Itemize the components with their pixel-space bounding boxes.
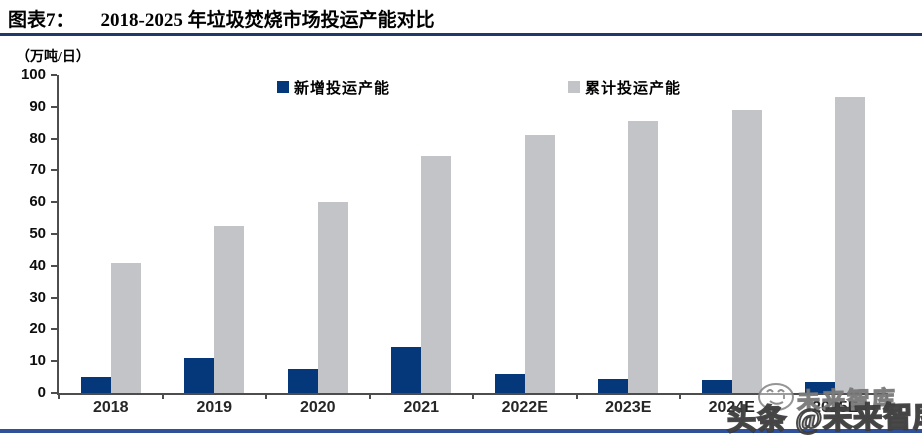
bar-累计投运产能-2021 <box>421 156 452 393</box>
y-axis-tick-label: 100 <box>20 66 46 83</box>
x-axis-category-label: 2025E <box>812 399 859 416</box>
x-axis-tick <box>575 393 578 399</box>
y-axis-tick-label: 10 <box>29 352 46 370</box>
y-axis-tick-label: 60 <box>29 193 46 211</box>
y-axis-tick <box>51 201 57 204</box>
legend-swatch-icon <box>277 81 289 93</box>
header-divider-rule <box>0 33 922 36</box>
y-axis-tick <box>51 105 57 108</box>
y-axis-unit-label: （万吨/日） <box>16 50 90 65</box>
bar-新增投运产能-2019 <box>184 358 215 393</box>
x-axis-category-label: 2019 <box>196 399 233 416</box>
y-axis-tick <box>51 360 57 363</box>
y-axis-tick-label: 50 <box>29 225 46 242</box>
y-axis-tick-label: 70 <box>29 161 46 179</box>
bar-新增投运产能-2022E <box>494 373 525 393</box>
y-axis-tick-label: 80 <box>29 129 46 147</box>
x-axis-tick <box>58 393 60 399</box>
bar-新增投运产能-2023E <box>598 378 629 393</box>
x-axis-category-label: 2020 <box>299 399 336 416</box>
x-axis-tick <box>161 393 164 399</box>
bar-新增投运产能-2021 <box>391 346 422 393</box>
bar-chart-plot-area: 0 10 20 30 40 50 60 70 80 90 100 2018 2019 2020 2021 20… <box>21 66 888 416</box>
bar-累计投运产能-2020 <box>317 202 348 393</box>
figure-header: 图表7： 2018-2025 年垃圾焚烧市场投运产能对比 <box>8 5 435 32</box>
y-axis-tick <box>51 296 57 299</box>
x-axis-category-label: 2024E <box>708 399 755 416</box>
y-axis-tick <box>51 328 57 331</box>
x-axis-tick <box>472 393 474 399</box>
y-axis-tick <box>51 169 57 172</box>
y-axis-tick-label: 40 <box>29 256 46 274</box>
x-axis-tick <box>265 393 267 399</box>
legend-label: 新增投运产能 <box>294 80 391 97</box>
legend-entry: 累计投运产能 <box>568 78 682 97</box>
bar-新增投运产能-2024E <box>701 380 732 393</box>
x-axis-tick <box>679 393 681 399</box>
bar-新增投运产能-2025E <box>805 381 836 393</box>
legend-label: 累计投运产能 <box>585 80 682 97</box>
bar-累计投运产能-2025E <box>835 97 866 393</box>
y-axis-tick <box>51 233 57 235</box>
y-axis-tick-label: 30 <box>29 288 46 306</box>
bar-累计投运产能-2018 <box>110 262 141 393</box>
y-axis-tick-label: 20 <box>29 320 46 338</box>
chart-legend: 新增投运产能 累计投运产能 <box>0 78 922 98</box>
x-axis-category-label: 2018 <box>92 399 129 416</box>
figure-number: 图表7： <box>8 10 75 31</box>
y-axis-tick <box>51 392 57 394</box>
bar-累计投运产能-2022E <box>524 135 555 393</box>
y-axis-tick <box>51 264 57 267</box>
x-axis-category-label: 2023E <box>605 399 652 416</box>
y-axis-tick <box>51 137 57 140</box>
legend-entry: 新增投运产能 <box>277 78 391 97</box>
bar-累计投运产能-2023E <box>628 121 659 393</box>
y-axis-tick-label: 0 <box>37 384 46 401</box>
bar-新增投运产能-2020 <box>287 369 318 393</box>
y-axis-tick <box>51 74 57 76</box>
bar-累计投运产能-2024E <box>731 109 762 393</box>
bar-新增投运产能-2018 <box>80 377 111 393</box>
bar-累计投运产能-2019 <box>214 226 245 393</box>
x-axis-category-label: 2021 <box>403 399 440 416</box>
page-bottom-rule <box>0 429 922 433</box>
x-axis-tick <box>782 393 785 399</box>
y-axis-tick-label: 90 <box>29 97 46 115</box>
figure-title: 2018-2025 年垃圾焚烧市场投运产能对比 <box>100 10 435 31</box>
x-axis-tick <box>368 393 371 399</box>
x-axis-category-label: 2022E <box>501 399 548 416</box>
legend-swatch-icon <box>568 81 580 93</box>
x-axis-tick <box>886 393 888 399</box>
